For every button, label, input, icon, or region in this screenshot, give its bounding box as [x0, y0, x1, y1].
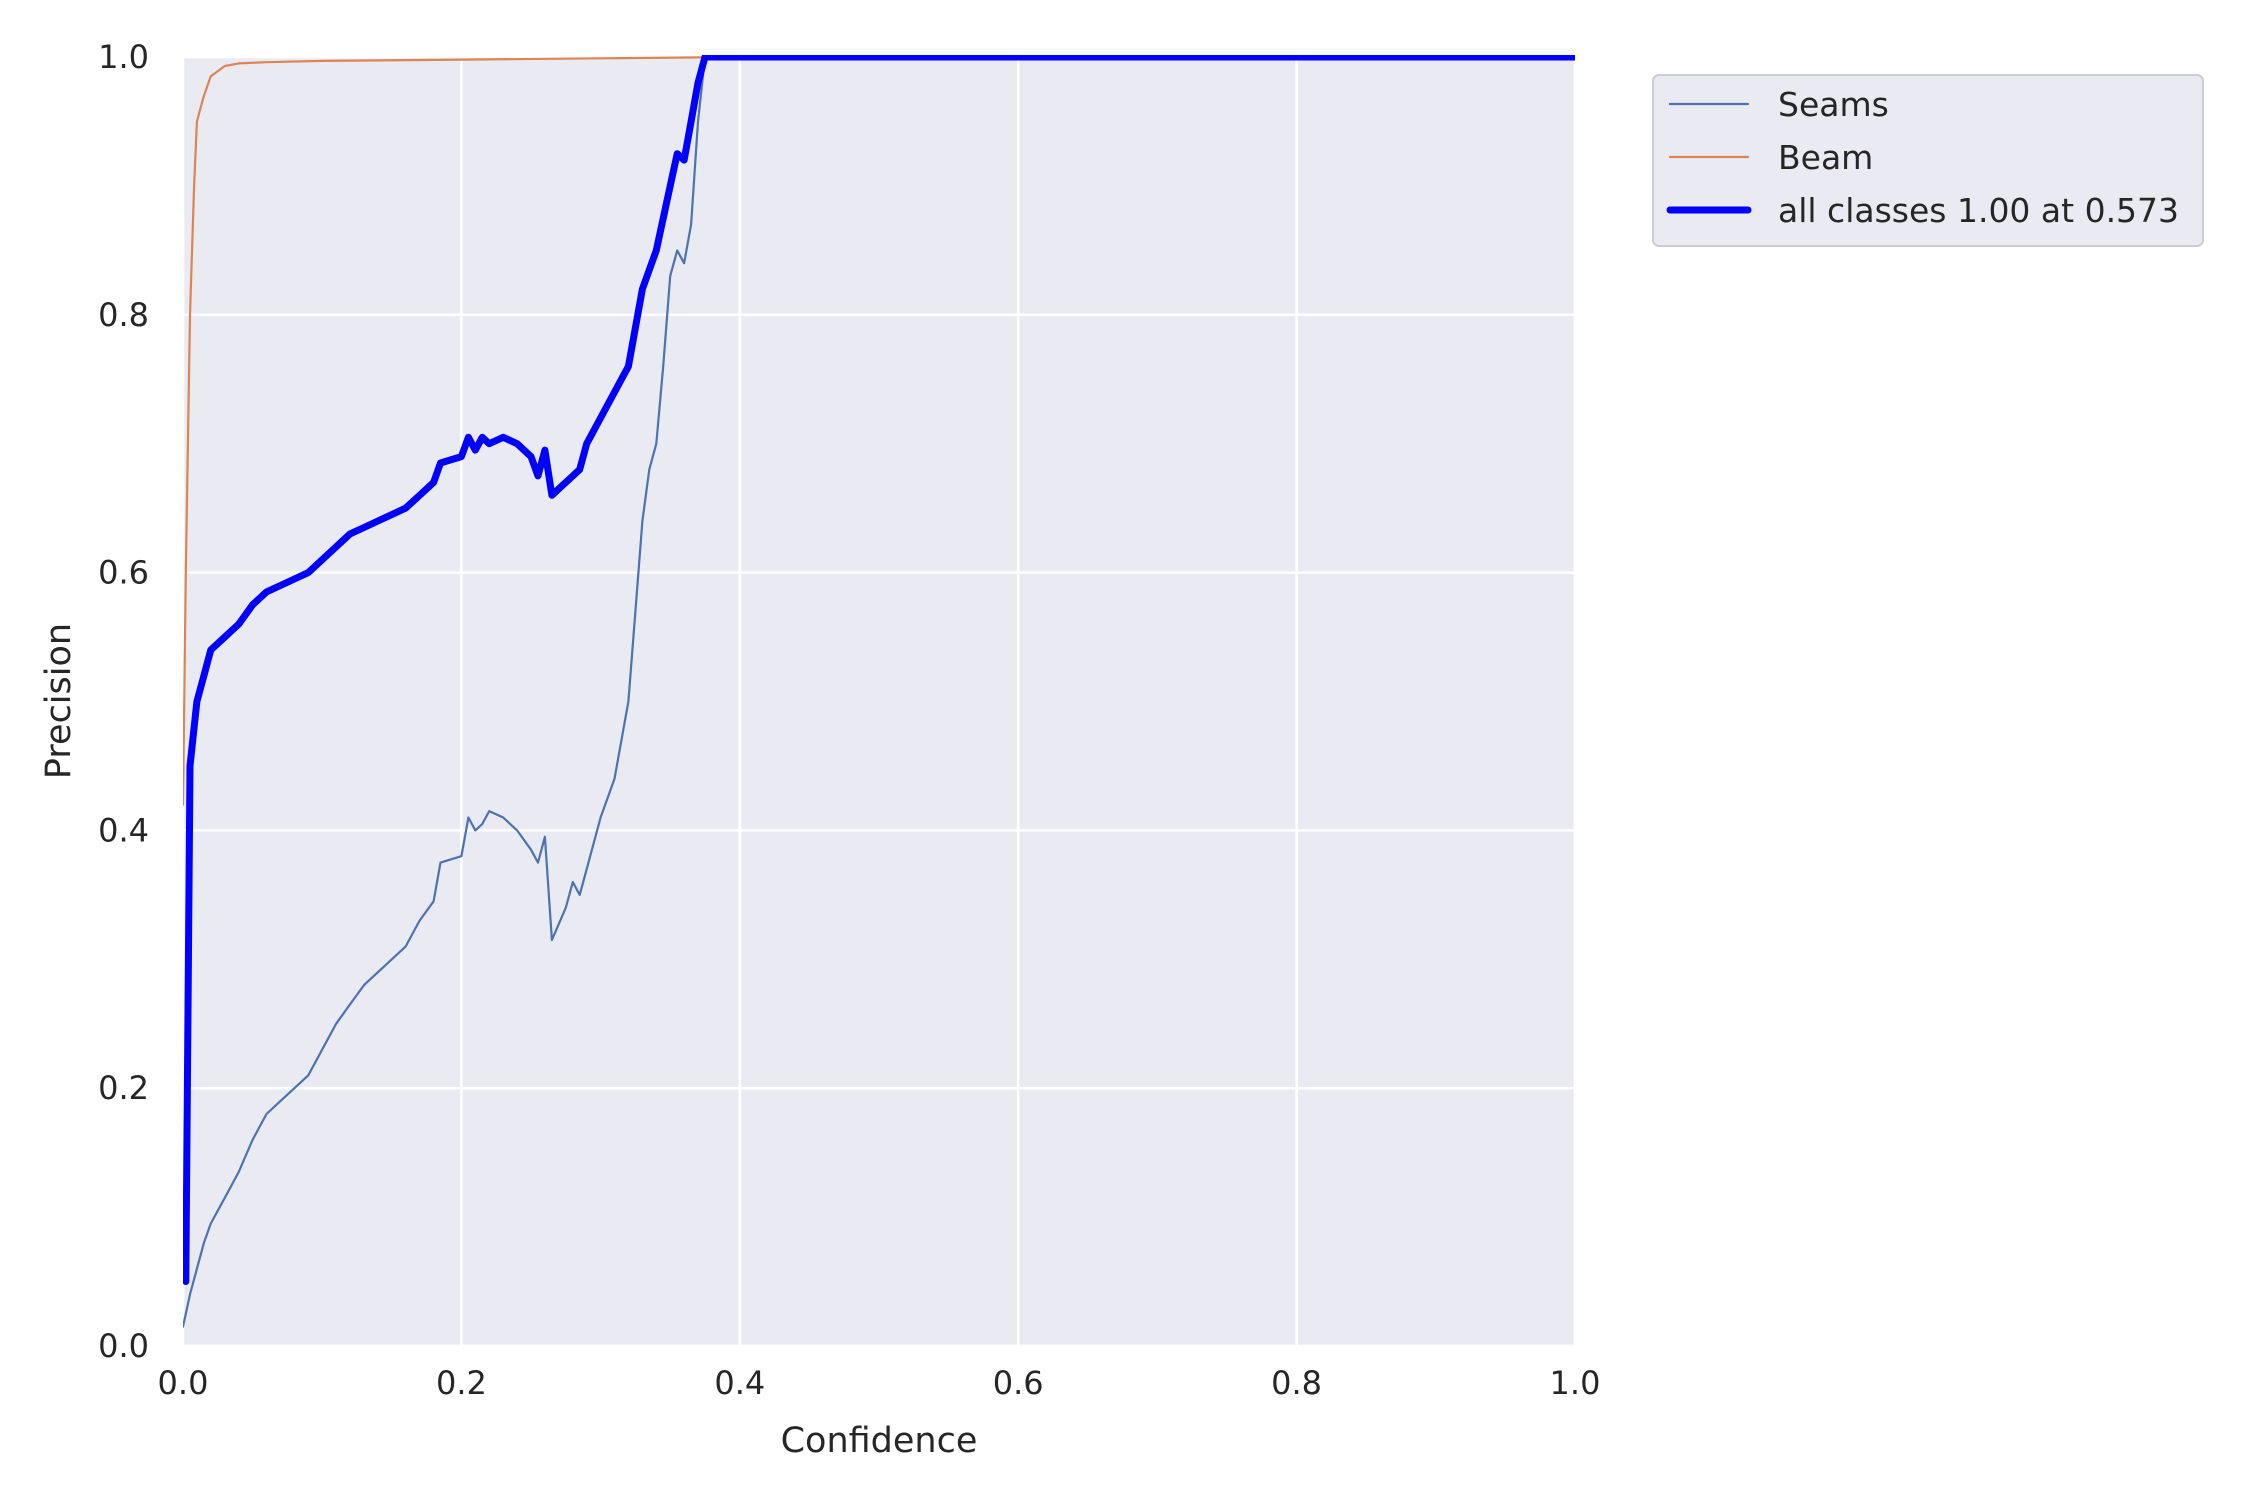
series-line-0 [183, 55, 1575, 1328]
series-line-2 [183, 55, 1575, 1285]
grid [181, 55, 1577, 1348]
legend-label: Beam [1778, 138, 1873, 177]
y-tick-label: 1.0 [98, 38, 149, 76]
y-tick-label: 0.2 [98, 1069, 149, 1107]
y-tick-label: 0.4 [98, 811, 149, 849]
y-tick-labels: 0.0 0.2 0.4 0.6 0.8 1.0 [98, 38, 149, 1365]
x-tick-label: 0.4 [714, 1364, 765, 1402]
x-tick-label: 0.8 [1271, 1364, 1322, 1402]
y-tick-label: 0.0 [98, 1327, 149, 1365]
series-lines [183, 55, 1575, 1328]
legend-label: Seams [1778, 85, 1889, 124]
x-tick-label: 1.0 [1550, 1364, 1601, 1402]
x-tick-label: 0.2 [436, 1364, 487, 1402]
x-tick-label: 0.6 [993, 1364, 1044, 1402]
x-tick-labels: 0.0 0.2 0.4 0.6 0.8 1.0 [158, 1364, 1601, 1402]
y-tick-label: 0.8 [98, 296, 149, 334]
x-tick-label: 0.0 [158, 1364, 209, 1402]
legend-box [1652, 74, 2204, 247]
x-axis-label: Confidence [781, 1421, 978, 1461]
y-axis-label: Precision [39, 623, 79, 779]
legend-label: all classes 1.00 at 0.573 [1778, 191, 2179, 230]
y-tick-label: 0.6 [98, 554, 149, 592]
plot-area [183, 57, 1575, 1346]
legend: Seams Beam all classes 1.00 at 0.573 [1652, 74, 2204, 247]
